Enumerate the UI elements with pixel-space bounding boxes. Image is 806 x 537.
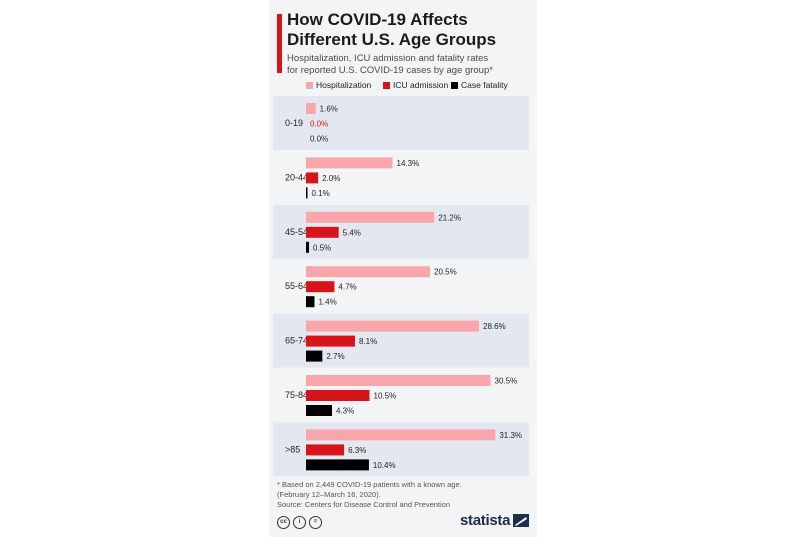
bar (306, 335, 356, 347)
category-label: 75-84 (285, 390, 308, 400)
category-label: 65-74 (285, 336, 308, 346)
data-label: 30.5% (495, 377, 518, 386)
bar (306, 157, 393, 169)
legend-swatch-fatality (451, 82, 458, 89)
data-label: 10.4% (373, 461, 396, 470)
bar (306, 187, 308, 199)
bar (306, 211, 435, 223)
data-label: 31.3% (499, 431, 522, 440)
creative-commons-icon[interactable]: cc (277, 516, 290, 529)
bar (306, 103, 316, 114)
data-label: 0.0% (310, 135, 328, 144)
data-label: 6.3% (348, 446, 366, 455)
legend-item-fatality: Case fatality (451, 80, 508, 90)
bar (306, 241, 310, 253)
legend-swatch-hospitalization (306, 82, 313, 89)
legend-item-hospitalization: Hospitalization (306, 80, 371, 90)
data-label: 4.7% (338, 283, 356, 292)
bar (306, 172, 319, 184)
bar (306, 350, 323, 362)
data-label: 20.5% (434, 268, 457, 277)
bar (306, 405, 333, 416)
data-label: 2.0% (322, 174, 340, 183)
category-label: 55-64 (285, 281, 308, 291)
data-label: 8.1% (359, 337, 377, 346)
bar (306, 459, 369, 471)
data-label: 0.1% (312, 189, 330, 198)
infographic-card: How COVID-19 Affects Different U.S. Age … (269, 0, 537, 537)
bar (306, 296, 315, 308)
bar (306, 281, 335, 293)
category-label: 20-44 (285, 172, 308, 182)
data-label: 1.4% (318, 298, 336, 307)
data-label: 28.6% (483, 322, 506, 331)
category-label: 45-54 (285, 227, 308, 237)
category-label: >85 (285, 444, 300, 454)
bar (306, 320, 480, 332)
bar-chart: 0-19 1.6% 0.0% 0.0% 20-44 14.3% 2.0% 0.1% 45-54 2… (273, 96, 529, 477)
attribution-icon[interactable]: i (293, 516, 306, 529)
data-label: 10.5% (374, 392, 397, 401)
data-label: 2.7% (326, 352, 344, 361)
data-label: 1.6% (320, 105, 338, 114)
chart-subtitle: Hospitalization, ICU admission and fatal… (287, 53, 493, 76)
data-label: 0.5% (313, 243, 331, 252)
bar (306, 444, 345, 456)
legend-label-hospitalization: Hospitalization (316, 80, 372, 90)
legend-label-fatality: Case fatality (461, 80, 508, 90)
footnote: * Based on 2,449 COVID-19 patients with … (277, 480, 462, 509)
statista-logo[interactable]: statista (460, 512, 511, 529)
bar (306, 226, 339, 238)
data-label: 0.0% (310, 120, 328, 129)
bar (306, 390, 370, 401)
title-accent-bar (277, 14, 282, 73)
data-label: 5.4% (343, 228, 361, 237)
legend-label-icu: ICU admission (393, 80, 449, 90)
data-label: 14.3% (397, 159, 420, 168)
bar (306, 266, 431, 278)
no-derivatives-icon[interactable]: = (309, 516, 322, 529)
data-label: 4.3% (336, 407, 354, 416)
legend-swatch-icu (383, 82, 390, 89)
bar (306, 375, 491, 386)
legend-item-icu: ICU admission (383, 80, 448, 90)
bar (306, 429, 496, 441)
data-label: 21.2% (438, 213, 461, 222)
chart-title: How COVID-19 Affects Different U.S. Age … (287, 10, 497, 49)
statista-logo-mark-icon (513, 514, 529, 527)
category-label: 0-19 (285, 118, 303, 128)
